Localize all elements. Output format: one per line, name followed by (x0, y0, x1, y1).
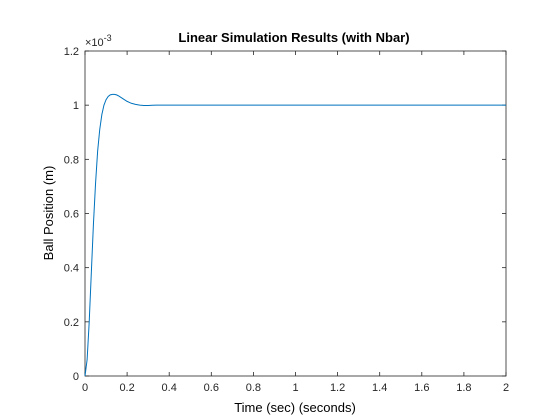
x-tick-label: 2 (503, 382, 509, 394)
y-tick-label: 1.2 (64, 46, 79, 58)
x-axis: 0 0.2 0.4 0.6 0.8 1 1.2 1.4 1.6 1.8 2 (82, 51, 509, 394)
y-tick-label: 0.2 (64, 317, 79, 329)
x-tick-label: 0 (82, 382, 88, 394)
x-tick-label: 1 (292, 382, 298, 394)
y-tick-label: 0.8 (64, 154, 79, 166)
y-axis: 0 0.2 0.4 0.6 0.8 1 1.2 (64, 46, 506, 383)
x-tick-label: 0.4 (162, 382, 177, 394)
y-axis-label: Ball Position (m) (41, 166, 56, 261)
series-line (84, 93, 506, 377)
x-tick-label: 0.8 (246, 382, 261, 394)
x-tick-label: 0.2 (119, 382, 134, 394)
y-exponent-label: ×10-3 (85, 33, 112, 49)
chart-title: Linear Simulation Results (with Nbar) (178, 30, 409, 45)
x-tick-label: 1.6 (414, 382, 429, 394)
x-tick-label: 1.4 (372, 382, 387, 394)
y-tick-label: 0.6 (64, 209, 79, 221)
y-tick-label: 0 (73, 371, 79, 383)
y-tick-label: 1 (73, 100, 79, 112)
x-tick-label: 1.2 (330, 382, 345, 394)
x-tick-label: 1.8 (456, 382, 471, 394)
x-axis-label: Time (sec) (seconds) (234, 400, 356, 415)
y-tick-label: 0.4 (64, 263, 79, 275)
plot-area (84, 50, 507, 377)
x-tick-label: 0.6 (204, 382, 219, 394)
